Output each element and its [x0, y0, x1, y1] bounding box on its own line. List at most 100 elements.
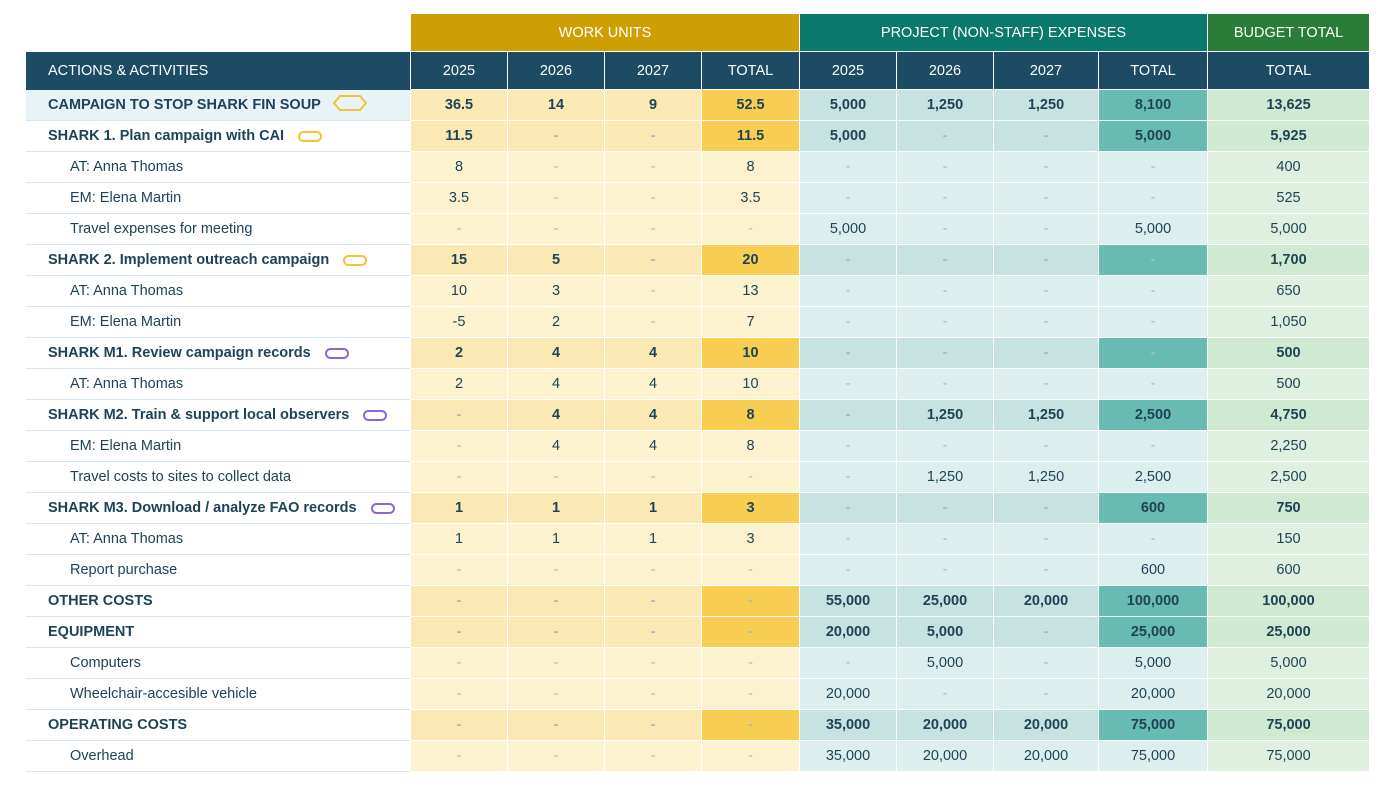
project-expenses-cell: -: [800, 307, 897, 338]
project-expenses-cell: -: [897, 307, 994, 338]
project-expenses-cell: 20,000: [800, 617, 897, 648]
row-label-text: Overhead: [70, 748, 134, 764]
row-label-text: EM: Elena Martin: [70, 314, 182, 330]
row-label: SHARK M1. Review campaign records: [26, 338, 411, 369]
work-units-total-cell: 10: [702, 338, 800, 369]
project-expenses-cell: -: [994, 524, 1099, 555]
project-expenses-total-cell: 75,000: [1099, 710, 1208, 741]
project-expenses-cell: -: [994, 338, 1099, 369]
project-expenses-cell: -: [800, 369, 897, 400]
column-header-bt-total: TOTAL: [1208, 52, 1369, 90]
work-units-cell: 4: [508, 431, 605, 462]
project-expenses-cell: -: [994, 307, 1099, 338]
project-expenses-cell: -: [994, 183, 1099, 214]
project-expenses-cell: 5,000: [800, 214, 897, 245]
work-units-cell: -: [605, 741, 702, 772]
project-expenses-cell: 1,250: [994, 400, 1099, 431]
row-label-text: EQUIPMENT: [48, 624, 135, 640]
project-expenses-total-cell: -: [1099, 431, 1208, 462]
project-expenses-total-cell: 600: [1099, 555, 1208, 586]
work-units-cell: -: [411, 555, 508, 586]
budget-total-cell: 20,000: [1208, 679, 1369, 710]
group-header-row: WORK UNITS PROJECT (NON-STAFF) EXPENSES …: [26, 14, 1369, 52]
project-expenses-cell: -: [994, 276, 1099, 307]
work-units-total-cell: -: [702, 648, 800, 679]
yellow-pill-icon: [343, 254, 368, 266]
project-expenses-cell: -: [897, 276, 994, 307]
row-label-text: SHARK M3. Download / analyze FAO records: [48, 500, 357, 516]
work-units-cell: 15: [411, 245, 508, 276]
table-row: AT: Anna Thomas 2 4 4 10- - - -500: [26, 369, 1369, 400]
row-label: SHARK M3. Download / analyze FAO records: [26, 493, 411, 524]
project-expenses-total-cell: -: [1099, 276, 1208, 307]
column-header-actions: ACTIONS & ACTIVITIES: [26, 52, 411, 90]
budget-total-cell: 100,000: [1208, 586, 1369, 617]
column-header-wu-2027: 2027: [605, 52, 702, 90]
row-label: AT: Anna Thomas: [26, 524, 411, 555]
project-expenses-total-cell: 8,100: [1099, 90, 1208, 121]
work-units-total-cell: 8: [702, 400, 800, 431]
project-expenses-cell: -: [800, 555, 897, 586]
work-units-total-cell: 3.5: [702, 183, 800, 214]
table-row: Wheelchair-accesible vehicle - - - -20,000- -…: [26, 679, 1369, 710]
project-expenses-cell: -: [800, 462, 897, 493]
work-units-cell: 3.5: [411, 183, 508, 214]
row-label-text: CAMPAIGN TO STOP SHARK FIN SOUP: [48, 97, 321, 113]
work-units-cell: -: [411, 586, 508, 617]
project-expenses-cell: 5,000: [897, 617, 994, 648]
row-label: SHARK M2. Train & support local observer…: [26, 400, 411, 431]
work-units-cell: -: [508, 152, 605, 183]
budget-total-cell: 5,000: [1208, 648, 1369, 679]
project-expenses-total-cell: 100,000: [1099, 586, 1208, 617]
project-expenses-cell: 20,000: [897, 710, 994, 741]
project-expenses-total-cell: 5,000: [1099, 214, 1208, 245]
table-row: AT: Anna Thomas 8- -8- - - -400: [26, 152, 1369, 183]
table-row: SHARK 1. Plan campaign with CAI 11.5- -11.…: [26, 121, 1369, 152]
row-label-text: Wheelchair-accesible vehicle: [70, 686, 257, 702]
work-units-cell: -: [605, 307, 702, 338]
budget-total-cell: 525: [1208, 183, 1369, 214]
blank-corner: [26, 14, 411, 52]
row-label: EM: Elena Martin: [26, 307, 411, 338]
work-units-total-cell: 8: [702, 152, 800, 183]
table-row: AT: Anna Thomas 1 1 1 3- - - -150: [26, 524, 1369, 555]
work-units-total-cell: 20: [702, 245, 800, 276]
yellow-pill-icon: [298, 130, 323, 142]
table-row: Computers - - - - -5,000-5,000 5,000: [26, 648, 1369, 679]
project-expenses-total-cell: 2,500: [1099, 462, 1208, 493]
budget-total-cell: 75,000: [1208, 710, 1369, 741]
project-expenses-cell: -: [800, 648, 897, 679]
row-label-text: SHARK M2. Train & support local observer…: [48, 407, 350, 423]
group-header-work-units: WORK UNITS: [411, 14, 800, 52]
project-expenses-total-cell: 20,000: [1099, 679, 1208, 710]
budget-table: WORK UNITS PROJECT (NON-STAFF) EXPENSES …: [26, 14, 1369, 772]
column-header-wu-2025: 2025: [411, 52, 508, 90]
row-label-text: Travel expenses for meeting: [70, 221, 253, 237]
work-units-cell: 4: [508, 369, 605, 400]
work-units-cell: 1: [411, 493, 508, 524]
work-units-cell: -: [411, 617, 508, 648]
column-header-wu-2026: 2026: [508, 52, 605, 90]
project-expenses-cell: -: [994, 431, 1099, 462]
work-units-total-cell: 8: [702, 431, 800, 462]
project-expenses-cell: 5,000: [800, 121, 897, 152]
project-expenses-total-cell: -: [1099, 245, 1208, 276]
work-units-cell: 9: [605, 90, 702, 121]
row-label-text: AT: Anna Thomas: [70, 283, 184, 299]
project-expenses-cell: -: [800, 152, 897, 183]
project-expenses-cell: -: [897, 524, 994, 555]
row-label-text: SHARK M1. Review campaign records: [48, 345, 311, 361]
table-body: CAMPAIGN TO STOP SHARK FIN SOUP 36.5 14 9 52…: [26, 90, 1369, 772]
project-expenses-total-cell: -: [1099, 338, 1208, 369]
work-units-cell: 8: [411, 152, 508, 183]
work-units-cell: -: [605, 183, 702, 214]
project-expenses-cell: 1,250: [994, 90, 1099, 121]
work-units-total-cell: -: [702, 617, 800, 648]
row-label: AT: Anna Thomas: [26, 152, 411, 183]
work-units-total-cell: -: [702, 214, 800, 245]
table-row: AT: Anna Thomas 10 3-13- - - -650: [26, 276, 1369, 307]
table-row: EQUIPMENT - - - -20,000 5,000-25,000 25,000: [26, 617, 1369, 648]
work-units-cell: -: [605, 648, 702, 679]
row-label: Overhead: [26, 741, 411, 772]
budget-total-cell: 75,000: [1208, 741, 1369, 772]
